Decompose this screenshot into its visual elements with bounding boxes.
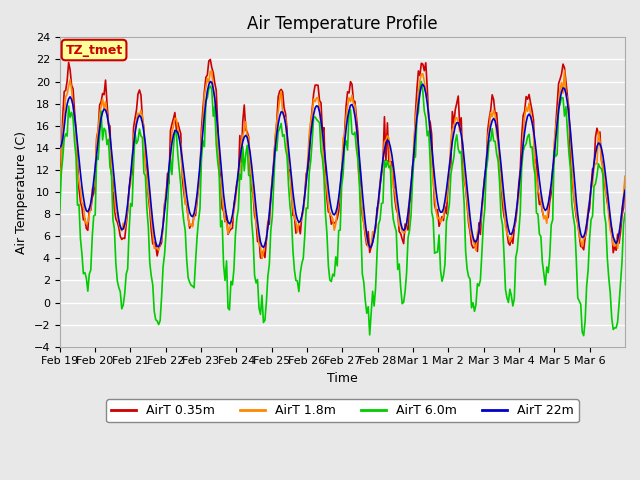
Legend: AirT 0.35m, AirT 1.8m, AirT 6.0m, AirT 22m: AirT 0.35m, AirT 1.8m, AirT 6.0m, AirT 2… xyxy=(106,399,579,422)
Text: TZ_tmet: TZ_tmet xyxy=(65,44,123,57)
Title: Air Temperature Profile: Air Temperature Profile xyxy=(247,15,438,33)
X-axis label: Time: Time xyxy=(327,372,358,385)
Y-axis label: Air Temperature (C): Air Temperature (C) xyxy=(15,131,28,253)
